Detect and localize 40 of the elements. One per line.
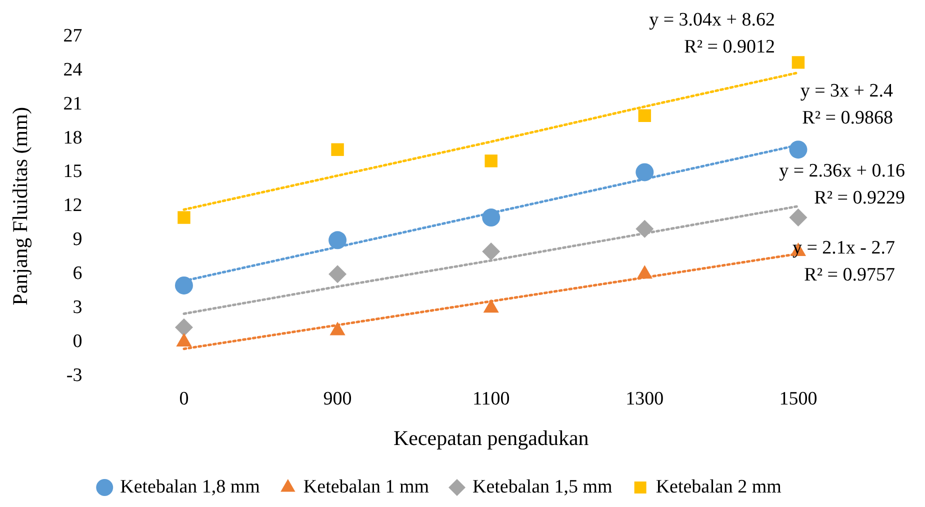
y-tick-label: 18: [63, 127, 82, 148]
y-tick-label: 24: [63, 59, 83, 80]
y-tick-label: 15: [63, 161, 82, 182]
legend-label: Ketebalan 1,8 mm: [120, 476, 260, 498]
y-tick-label: 9: [72, 229, 82, 250]
y-tick-label: 27: [63, 25, 82, 46]
annotation: y = 2.36x + 0.16 R² = 0.9229: [779, 160, 905, 208]
y-tick-label: 6: [72, 263, 82, 284]
point: [636, 220, 654, 238]
x-tick-label: 1100: [472, 388, 510, 410]
point: [792, 56, 805, 69]
x-tick-label: 900: [323, 388, 352, 410]
legend-label: Ketebalan 1 mm: [303, 476, 430, 498]
point: [482, 208, 500, 227]
x-tick-label: 1300: [626, 388, 664, 410]
point: [636, 163, 654, 182]
y-tick-label: -3: [66, 364, 82, 386]
point: [178, 211, 190, 224]
legend-label: Ketebalan 1,5 mm: [472, 476, 613, 498]
point: [328, 231, 347, 250]
y-tick-label: 3: [72, 297, 82, 318]
point: [789, 208, 808, 227]
point: [638, 109, 652, 122]
y-tick-label: 12: [63, 195, 82, 216]
point: [328, 265, 347, 284]
x-axis-title: Kecepatan pengadukan: [393, 426, 590, 450]
legend-label: Ketebalan 2 mm: [656, 476, 782, 498]
x-tick-label: 0: [179, 388, 189, 410]
annotation: y = 3x + 2.4 R² = 0.9868: [800, 80, 894, 128]
point: [331, 143, 344, 156]
y-tick-label: 21: [63, 93, 82, 114]
point: [174, 318, 193, 336]
x-tick-label: 1500: [779, 388, 818, 410]
point: [484, 154, 498, 168]
point: [789, 140, 808, 159]
annotation: y = 3.04x + 8.62 R² = 0.9012: [649, 9, 775, 58]
y-tick-label: 0: [72, 331, 82, 352]
y-axis-title: Panjang Fluiditas (mm): [8, 107, 32, 306]
point: [174, 276, 193, 294]
point: [482, 242, 500, 260]
